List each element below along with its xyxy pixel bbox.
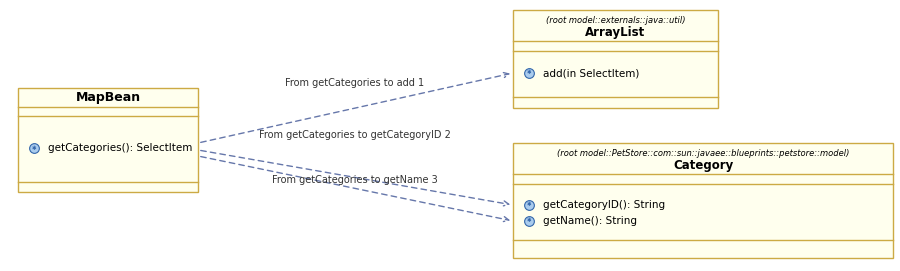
Text: From getCategories to getName 3: From getCategories to getName 3 [272,175,438,185]
Text: add(in SelectItem): add(in SelectItem) [543,68,639,78]
Text: Category: Category [673,159,734,172]
Text: ✱: ✱ [526,218,531,224]
Text: (root model::externals::java::util): (root model::externals::java::util) [545,16,685,25]
Bar [513,10,718,108]
Text: getCategoryID(): String: getCategoryID(): String [543,200,665,210]
Text: ✱: ✱ [526,70,531,76]
Text: ArrayList: ArrayList [585,26,645,39]
Text: (root model::PetStore::com::sun::javaee::blueprints::petstore::model): (root model::PetStore::com::sun::javaee:… [557,149,850,158]
Bar [513,143,893,258]
Text: ✱: ✱ [32,146,36,150]
Text: From getCategories to add 1: From getCategories to add 1 [285,78,425,88]
Text: ✱: ✱ [526,202,531,208]
Text: getName(): String: getName(): String [543,216,637,226]
Text: From getCategories to getCategoryID 2: From getCategories to getCategoryID 2 [259,130,451,140]
Text: getCategories(): SelectItem: getCategories(): SelectItem [48,143,193,153]
Bar [18,88,198,192]
Text: MapBean: MapBean [76,91,140,104]
